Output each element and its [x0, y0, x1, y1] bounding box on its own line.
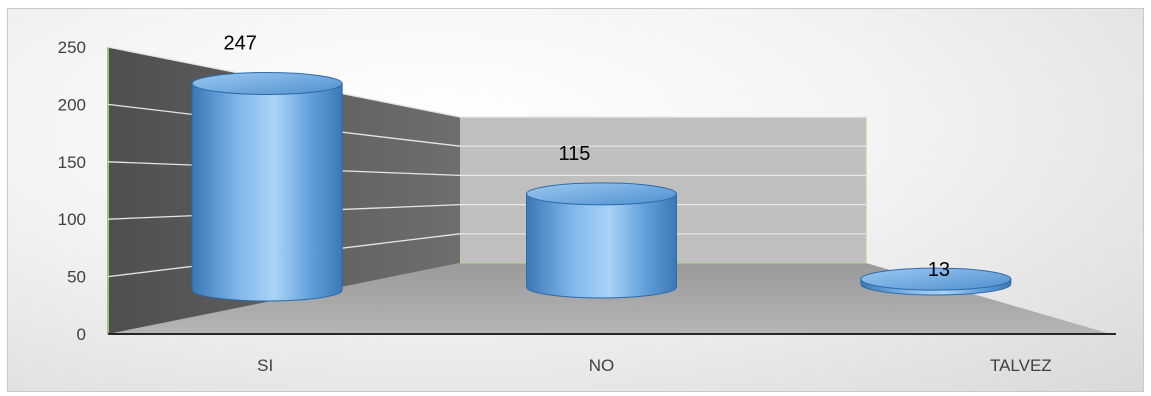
data-label: 247 [223, 33, 256, 55]
x-tick-label: NO [589, 356, 615, 375]
y-tick-label: 150 [58, 153, 86, 172]
y-tick-label: 0 [77, 325, 86, 344]
bar-top [191, 72, 343, 96]
x-axis: SI NO TALVEZ [257, 356, 1052, 375]
y-tick-label: 250 [58, 38, 86, 57]
y-tick-label: 200 [58, 95, 86, 114]
bar-chart: 0 50 100 150 200 250 247 115 13 SI NO TALVEZ [58, 33, 1116, 375]
bar-top [526, 182, 677, 206]
chart-area: 0 50 100 150 200 250 247 115 13 SI NO TALVEZ [7, 8, 1144, 392]
bar-top [860, 267, 1012, 291]
x-tick-label: SI [257, 356, 273, 375]
y-axis: 0 50 100 150 200 250 [58, 38, 1116, 344]
bar-si [191, 72, 343, 302]
bar-body [526, 193, 677, 299]
y-tick-label: 100 [58, 210, 86, 229]
floor [108, 263, 1111, 334]
x-tick-label: TALVEZ [990, 356, 1052, 375]
bar-no [526, 182, 677, 299]
y-tick-label: 50 [67, 268, 86, 287]
bars [191, 72, 1012, 302]
data-label: 115 [559, 143, 591, 165]
data-labels: 247 115 13 [223, 33, 949, 282]
bar-body [191, 83, 343, 302]
bar-talvez [860, 267, 1012, 296]
data-label: 13 [928, 259, 950, 281]
